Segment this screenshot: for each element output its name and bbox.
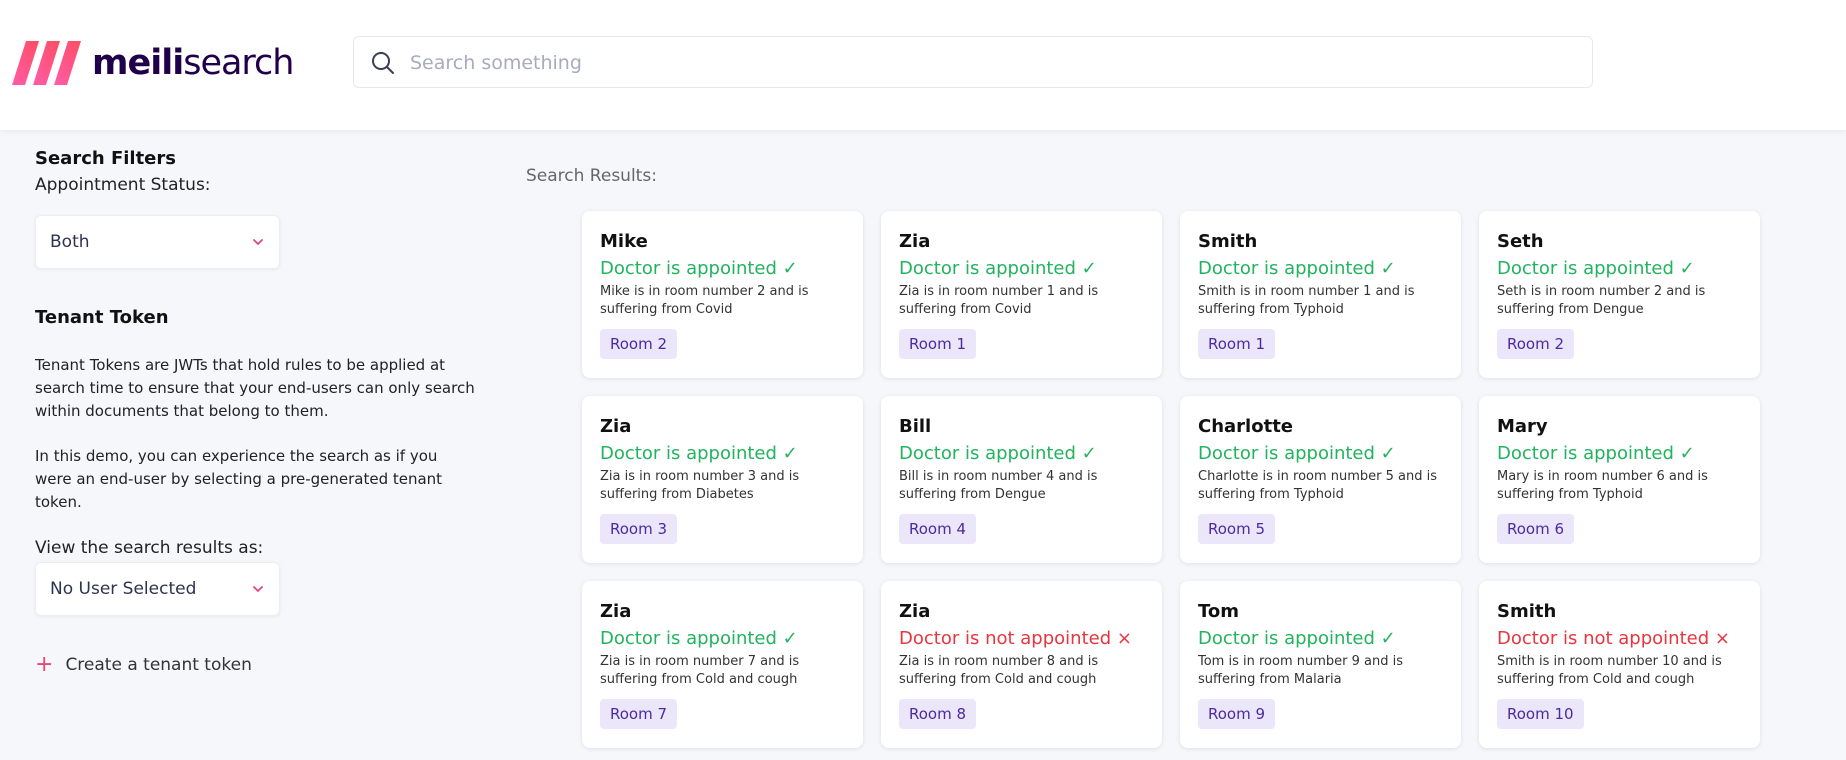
header: meilisearch <box>0 0 1846 130</box>
patient-description: Tom is in room number 9 and is suffering… <box>1198 654 1403 687</box>
result-card[interactable]: Zia Doctor is appointed ✓ Zia is in room n… <box>881 211 1162 378</box>
meilisearch-logo-icon <box>12 41 81 85</box>
search-box[interactable] <box>353 36 1593 89</box>
patient-description: Bill is in room number 4 and is sufferin… <box>899 469 1098 502</box>
view-as-user-select[interactable]: No User Selected <box>35 562 280 616</box>
appointment-status: Doctor is not appointed × <box>1497 628 1730 649</box>
appointment-status: Doctor is appointed ✓ <box>600 443 798 464</box>
appointment-status-select[interactable]: Both <box>35 215 280 269</box>
room-badge: Room 3 <box>600 514 678 544</box>
plus-icon: + <box>35 652 54 677</box>
appointment-status-value: Both <box>50 232 90 252</box>
appointment-status: Doctor is appointed ✓ <box>1198 443 1396 464</box>
appointment-status: Doctor is appointed ✓ <box>1497 443 1695 464</box>
room-badge: Room 9 <box>1198 699 1276 729</box>
patient-name: Zia <box>600 416 632 437</box>
result-card[interactable]: Mike Doctor is appointed ✓ Mike is in room… <box>582 211 863 378</box>
patient-name: Charlotte <box>1198 416 1294 437</box>
search-results-label: Search Results: <box>526 166 657 186</box>
view-as-label: View the search results as: <box>35 538 264 558</box>
tenant-token-title: Tenant Token <box>35 307 169 328</box>
patient-description: Zia is in room number 7 and is suffering… <box>600 654 800 687</box>
patient-name: Bill <box>899 416 932 437</box>
patient-name: Mike <box>600 231 648 252</box>
room-badge: Room 2 <box>600 329 678 359</box>
logo-wordmark: meilisearch <box>92 43 294 83</box>
search-filters-title: Search Filters <box>35 148 176 169</box>
room-badge: Room 2 <box>1497 329 1575 359</box>
meilisearch-logo[interactable]: meilisearch <box>12 38 294 88</box>
result-card[interactable]: Mary Doctor is appointed ✓ Mary is in room… <box>1479 396 1760 563</box>
chevron-down-icon <box>253 239 263 245</box>
patient-name: Mary <box>1497 416 1548 437</box>
patient-name: Seth <box>1497 231 1544 252</box>
room-badge: Room 7 <box>600 699 678 729</box>
appointment-status: Doctor is appointed ✓ <box>1198 258 1396 279</box>
room-badge: Room 8 <box>899 699 977 729</box>
room-badge: Room 10 <box>1497 699 1584 729</box>
appointment-status-label: Appointment Status: <box>35 175 211 195</box>
patient-name: Smith <box>1198 231 1258 252</box>
result-card[interactable]: Charlotte Doctor is appointed ✓ Charlotte … <box>1180 396 1461 563</box>
room-badge: Room 6 <box>1497 514 1575 544</box>
patient-description: Mike is in room number 2 and is sufferin… <box>600 284 809 317</box>
patient-name: Zia <box>600 601 632 622</box>
result-card[interactable]: Seth Doctor is appointed ✓ Seth is in room… <box>1479 211 1760 378</box>
patient-description: Smith is in room number 10 and is suffer… <box>1497 654 1722 687</box>
appointment-status: Doctor is appointed ✓ <box>600 628 798 649</box>
patient-description: Smith is in room number 1 and is sufferi… <box>1198 284 1415 317</box>
search-icon <box>372 52 394 74</box>
result-card[interactable]: Bill Doctor is appointed ✓ Bill is in room… <box>881 396 1162 563</box>
chevron-down-icon <box>253 586 263 592</box>
patient-description: Zia is in room number 3 and is suffering… <box>600 469 800 502</box>
patient-description: Zia is in room number 8 and is suffering… <box>899 654 1099 687</box>
create-tenant-token-button[interactable]: + Create a tenant token <box>35 654 475 676</box>
patient-description: Seth is in room number 2 and is sufferin… <box>1497 284 1706 317</box>
patient-name: Zia <box>899 231 931 252</box>
room-badge: Room 4 <box>899 514 977 544</box>
patient-name: Tom <box>1198 601 1240 622</box>
view-as-user-value: No User Selected <box>50 579 197 599</box>
room-badge: Room 1 <box>899 329 977 359</box>
appointment-status: Doctor is appointed ✓ <box>600 258 798 279</box>
results-grid: Mike Doctor is appointed ✓ Mike is in room… <box>582 211 1760 748</box>
create-tenant-token-label: Create a tenant token <box>65 655 252 675</box>
result-card[interactable]: Smith Doctor is appointed ✓ Smith is in ro… <box>1180 211 1461 378</box>
patient-description: Zia is in room number 1 and is suffering… <box>899 284 1099 317</box>
patient-name: Zia <box>899 601 931 622</box>
result-card[interactable]: Tom Doctor is appointed ✓ Tom is in room n… <box>1180 581 1461 748</box>
appointment-status: Doctor is appointed ✓ <box>1497 258 1695 279</box>
result-card[interactable]: Zia Doctor is appointed ✓ Zia is in room n… <box>582 396 863 563</box>
tenant-token-demo-description: In this demo, you can experience the sea… <box>35 447 443 511</box>
room-badge: Room 5 <box>1198 514 1276 544</box>
sidebar: Search Filters Appointment Status: Both … <box>35 148 475 676</box>
appointment-status: Doctor is appointed ✓ <box>899 258 1097 279</box>
result-card[interactable]: Zia Doctor is not appointed × Zia is in ro… <box>881 581 1162 748</box>
patient-name: Smith <box>1497 601 1557 622</box>
appointment-status: Doctor is not appointed × <box>899 628 1132 649</box>
search-input[interactable] <box>408 37 1572 89</box>
patient-description: Mary is in room number 6 and is sufferin… <box>1497 469 1708 502</box>
appointment-status: Doctor is appointed ✓ <box>899 443 1097 464</box>
room-badge: Room 1 <box>1198 329 1276 359</box>
tenant-token-description: Tenant Tokens are JWTs that hold rules t… <box>35 356 475 420</box>
appointment-status: Doctor is appointed ✓ <box>1198 628 1396 649</box>
result-card[interactable]: Smith Doctor is not appointed × Smith is i… <box>1479 581 1760 748</box>
result-card[interactable]: Zia Doctor is appointed ✓ Zia is in room n… <box>582 581 863 748</box>
patient-description: Charlotte is in room number 5 and is suf… <box>1198 469 1438 502</box>
